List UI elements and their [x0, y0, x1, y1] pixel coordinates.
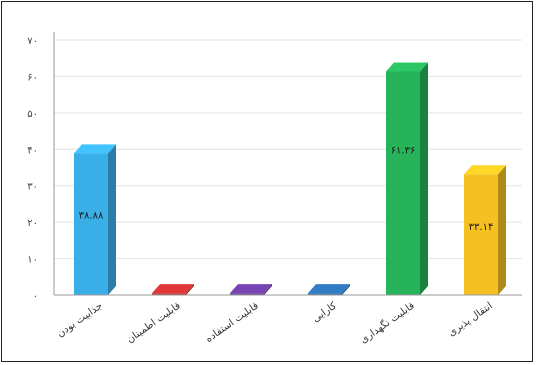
bar-5: ۶۱.۳۶ [386, 62, 428, 295]
bar-4 [308, 284, 350, 295]
bar-front [386, 71, 420, 295]
y-tick-label: ۳۰ [27, 182, 38, 193]
bar-2 [152, 284, 194, 295]
y-tick-label: ۰ [33, 291, 38, 302]
gridlines [54, 40, 522, 259]
x-tick-label: قابلیت نگهداری [358, 300, 417, 346]
x-tick-label: انتقال پذیری [446, 300, 494, 338]
y-tick-label: ۶۰ [27, 72, 38, 83]
bar-chart: ۰ ۱۰ ۲۰ ۳۰ ۴۰ ۵۰ ۶۰ ۷۰ ۳۸.۸۸ ۶۱.۳۶ ۳۳.۱۴ جذابیت ب… [2, 2, 533, 362]
x-tick-label: قابلیت استفاده [204, 300, 261, 345]
bar-side [420, 62, 428, 295]
y-tick-label: ۷۰ [27, 36, 38, 47]
y-tick-label: ۵۰ [27, 109, 38, 120]
x-tick-label: قابلیت اطمینان [125, 300, 183, 345]
y-tick-label: ۴۰ [27, 145, 38, 156]
data-label: ۳۸.۸۸ [79, 210, 104, 221]
bars: ۳۸.۸۸ ۶۱.۳۶ ۳۳.۱۴ [74, 62, 506, 295]
x-axis: جذابیت بودن قابلیت اطمینان قابلیت استفاده ک… [54, 295, 522, 346]
y-tick-label: ۲۰ [27, 218, 38, 229]
bar-1: ۳۸.۸۸ [74, 144, 116, 295]
y-axis: ۰ ۱۰ ۲۰ ۳۰ ۴۰ ۵۰ ۶۰ ۷۰ [27, 32, 54, 302]
x-tick-label: کارایی [311, 300, 339, 324]
x-tick-label: جذابیت بودن [55, 300, 105, 339]
data-label: ۳۳.۱۴ [469, 222, 494, 233]
bar-side [498, 165, 506, 295]
bar-3 [230, 284, 272, 295]
bar-6: ۳۳.۱۴ [464, 165, 506, 295]
bar-front [74, 153, 108, 295]
data-label: ۶۱.۳۶ [391, 145, 416, 156]
bar-front [464, 174, 498, 295]
y-tick-label: ۱۰ [27, 255, 38, 266]
bar-side [108, 144, 116, 295]
